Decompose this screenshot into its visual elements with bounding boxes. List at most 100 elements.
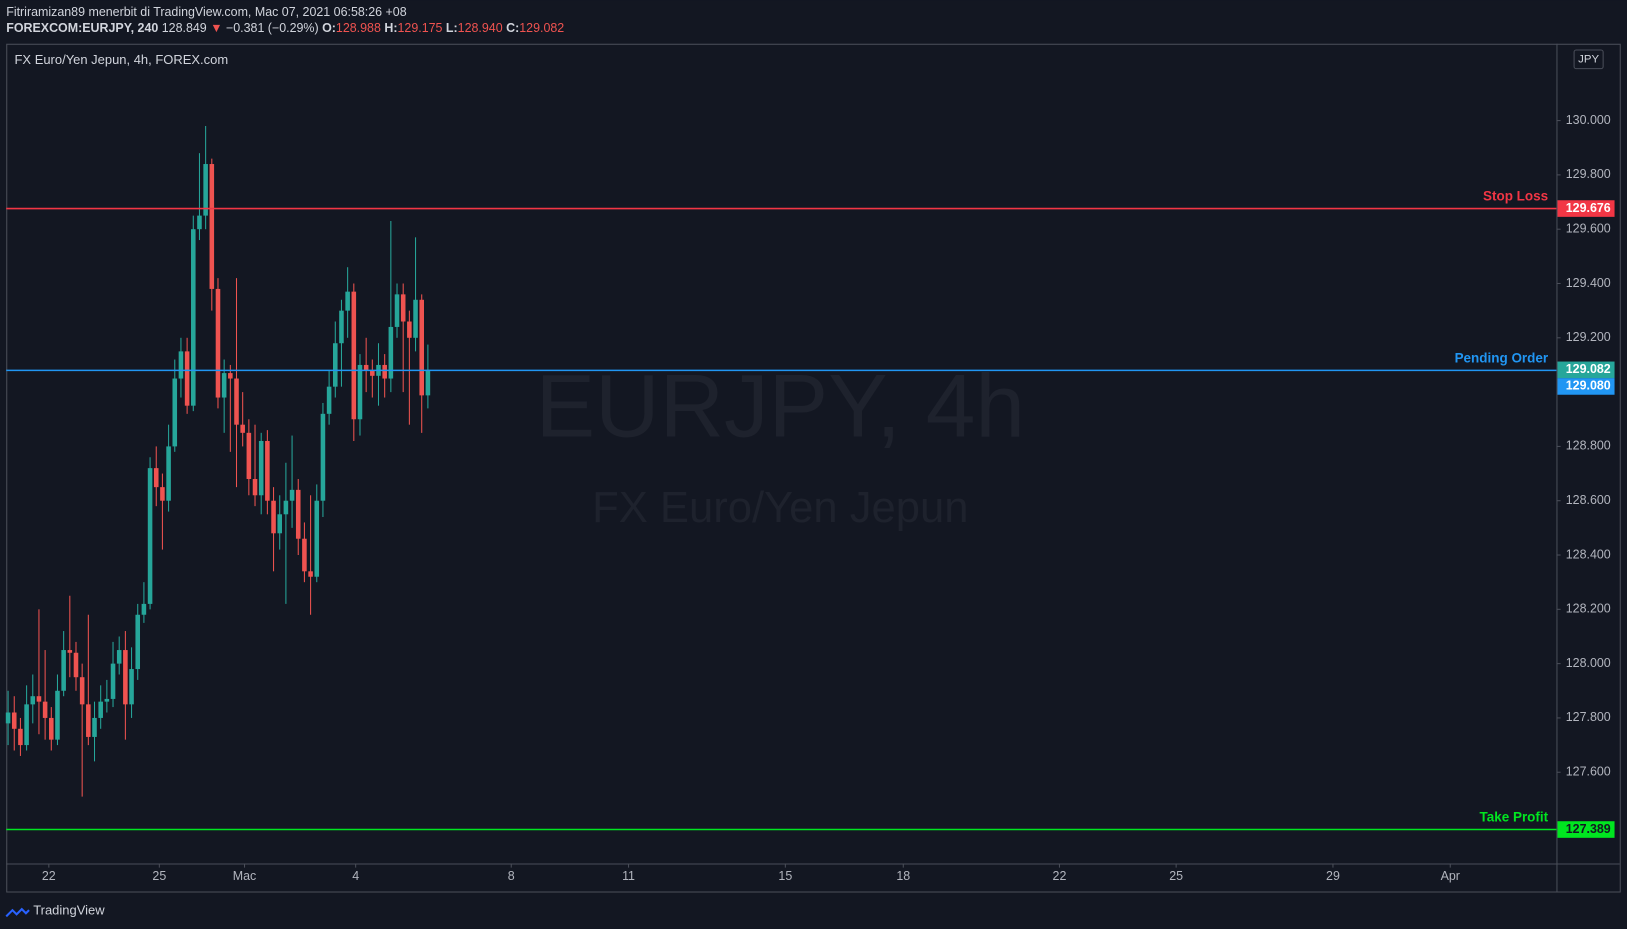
candle-body [258,440,264,496]
y-tick-label: 127.600 [1566,765,1611,779]
candle-body [123,650,128,705]
candle-body [30,696,36,705]
logo-icon [5,907,30,918]
candle-body [326,386,332,414]
level-name: Pending Order [1455,351,1549,366]
candle-body [400,294,406,322]
ohlc-label: C: [506,21,519,35]
candle-body [277,514,283,534]
footer-logo: TradingView [5,903,105,918]
last-price-label: 129.082 [1566,362,1611,376]
candle-body [55,690,60,740]
candle-body [24,704,29,746]
y-tick-label: 128.000 [1566,656,1611,670]
candle-body [209,164,215,289]
candle-body [42,701,48,718]
candle-body [215,288,221,398]
candle-body [333,343,338,387]
candle-body [67,650,73,653]
candle-body [295,489,301,539]
candle-body [197,215,202,230]
candle-body [308,571,313,577]
candle-body [18,728,23,746]
candle-body [79,677,85,705]
candle-body [345,291,350,311]
candle-body [363,364,369,371]
candle-body [413,299,418,338]
candle-body [388,326,394,379]
x-tick-label: Apr [1441,869,1460,883]
currency: JPY [1578,53,1599,65]
level-price-box [1557,200,1615,217]
level-price-label: 129.080 [1566,379,1611,393]
y-tick-label: 129.400 [1566,276,1611,290]
candle-body [36,696,42,702]
y-tick-label: 128.200 [1566,602,1611,616]
ohlc-label: O: [322,21,336,35]
candle-body [116,650,122,664]
candle-body [184,351,190,406]
x-tick-label: 22 [42,869,56,883]
author-line: Fitriramizan89 menerbit di TradingView.c… [6,5,406,19]
candle-body [166,446,171,501]
change: −0.381 (−0.29%) [226,21,319,35]
candle-body [419,299,424,396]
candle-body [382,364,387,379]
candle-body [246,432,252,479]
level-price-box [1557,821,1615,838]
candle-body [252,478,258,496]
candle-body [351,291,357,420]
candle-body [141,603,147,615]
x-tick-label: 18 [896,869,910,883]
candle-body [129,669,134,705]
x-tick-label: 11 [622,869,635,883]
footer: TradingView [33,903,105,918]
ohlc-label: H: [384,21,397,35]
candle-body [92,717,97,737]
candle-body [234,378,239,425]
ohlc-value: 128.988 [336,21,381,35]
candle-body [302,538,307,572]
candle-body [320,413,326,501]
candle-body [110,663,116,699]
currency-box [1573,49,1604,70]
candle-body [407,321,412,338]
candle-body [49,717,54,740]
last-price-box [1557,361,1615,379]
y-tick-label: 129.200 [1566,330,1611,344]
candle-body [191,229,196,406]
watermark-subtitle: FX Euro/Yen Jepun [592,484,968,532]
frame [6,43,1621,893]
candle-body [339,310,344,344]
candle-body [394,294,400,327]
candle-body [5,712,11,724]
candle-body [370,370,375,376]
symbol-line: FOREXCOM:EURJPY, 240 128.849 ▼ −0.381 (−… [6,21,564,35]
y-tick-label: 127.800 [1566,710,1611,724]
candle-body [73,652,79,678]
legend-title: FX Euro/Yen Jepun, 4h, FOREX.com [15,52,229,67]
level-price-label: 129.676 [1566,201,1611,215]
x-tick-label: 29 [1326,869,1340,883]
x-tick-label: 22 [1053,869,1067,883]
candle-body [314,500,320,577]
ohlc-label: L: [446,21,458,35]
y-tick-label: 129.600 [1566,221,1611,235]
candle-body [61,650,66,691]
candle-body [425,369,431,396]
candle-body [228,373,233,379]
candle-body [172,378,178,447]
y-tick-label: 129.800 [1566,167,1611,181]
candle-body [289,489,295,501]
x-tick-label: 25 [1169,869,1183,883]
candle-body [203,164,208,216]
candle-body [153,468,159,488]
candle-body [283,500,289,515]
level-name: Take Profit [1480,810,1549,825]
x-tick-label: 4 [352,869,359,883]
ohlc-value: 129.175 [397,21,442,35]
x-tick-label: 25 [152,869,166,883]
ohlc-value: 128.940 [458,21,503,35]
